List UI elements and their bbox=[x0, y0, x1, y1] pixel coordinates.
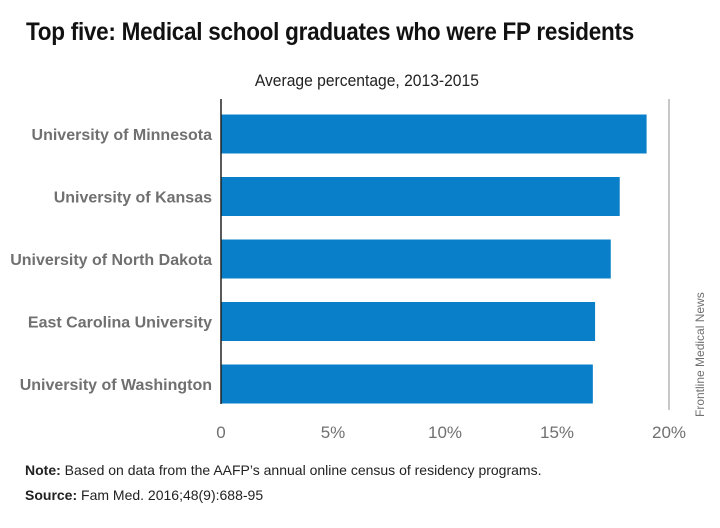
credit-label: Frontline Medical News bbox=[693, 292, 707, 417]
x-tick-label: 10% bbox=[428, 423, 462, 442]
x-tick-label: 0 bbox=[216, 423, 225, 442]
chart-subtitle: Average percentage, 2013-2015 bbox=[254, 71, 479, 90]
note-label: Note: bbox=[25, 462, 61, 478]
category-label: University of Kansas bbox=[54, 190, 212, 207]
bar bbox=[221, 114, 647, 154]
x-tick-label: 20% bbox=[652, 423, 686, 442]
category-label: University of Minnesota bbox=[32, 127, 213, 144]
category-label: University of North Dakota bbox=[10, 252, 212, 269]
note-text: Based on data from the AAFP’s annual onl… bbox=[60, 462, 542, 478]
source-line: Source: Fam Med. 2016;48(9):688-95 bbox=[25, 487, 263, 503]
category-label: University of Washington bbox=[20, 377, 212, 394]
bar bbox=[221, 302, 596, 341]
source-label: Source: bbox=[25, 487, 78, 503]
x-tick-label: 15% bbox=[540, 423, 574, 442]
note-line: Note: Based on data from the AAFP’s annu… bbox=[25, 462, 541, 478]
bar bbox=[221, 177, 620, 216]
bar bbox=[221, 364, 593, 404]
chart-title: Top five: Medical school graduates who w… bbox=[26, 18, 634, 46]
source-text: Fam Med. 2016;48(9):688-95 bbox=[77, 487, 264, 503]
category-label: East Carolina University bbox=[28, 315, 212, 332]
x-tick-label: 5% bbox=[321, 423, 346, 442]
bar bbox=[221, 239, 611, 279]
